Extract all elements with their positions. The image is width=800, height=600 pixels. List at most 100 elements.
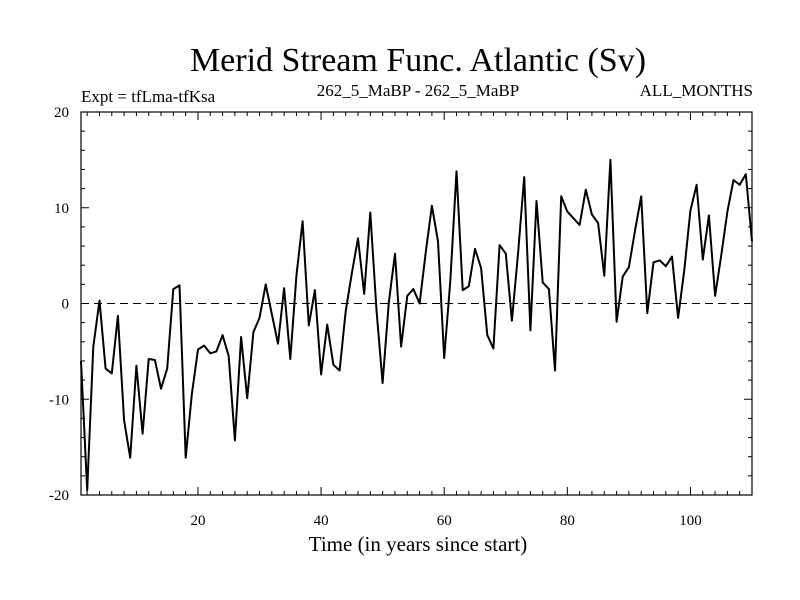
data-point — [492, 347, 495, 350]
data-point — [499, 244, 501, 246]
data-point — [388, 301, 390, 304]
data-point — [443, 357, 445, 359]
data-point — [191, 393, 193, 396]
y-tick-label: 0 — [62, 297, 70, 313]
data-point — [314, 289, 316, 291]
data-point — [548, 288, 550, 290]
data-point — [640, 195, 642, 197]
data-point — [566, 210, 568, 213]
data-point — [289, 358, 291, 360]
data-point — [295, 274, 298, 276]
data-point — [418, 302, 421, 305]
data-point — [92, 345, 94, 348]
data-point — [708, 214, 710, 217]
data-point — [659, 259, 661, 262]
chart-title: Merid Stream Func. Atlantic (Sv) — [190, 42, 646, 79]
data-point — [634, 230, 636, 232]
x-tick-label: 80 — [560, 513, 575, 529]
data-point — [129, 457, 131, 459]
data-point — [591, 213, 593, 216]
data-point — [98, 300, 101, 302]
data-point — [203, 345, 205, 347]
data-point — [732, 179, 735, 181]
data-point — [277, 343, 279, 345]
data-point — [246, 397, 248, 399]
data-point — [283, 287, 285, 289]
data-point — [695, 184, 698, 186]
data-point — [505, 253, 507, 255]
data-point — [462, 289, 464, 291]
data-point — [720, 255, 722, 257]
data-point — [665, 265, 667, 267]
data-point — [486, 334, 488, 336]
data-point — [455, 170, 458, 172]
data-point — [154, 359, 156, 361]
data-point — [271, 313, 273, 315]
data-point — [148, 358, 150, 360]
data-point — [215, 350, 218, 352]
data-point — [449, 278, 451, 281]
data-point — [302, 220, 304, 222]
data-point — [535, 200, 538, 202]
data-point — [689, 210, 692, 212]
data-point — [363, 293, 365, 295]
y-tick-label: -20 — [49, 488, 69, 504]
data-point — [406, 295, 408, 297]
data-point — [523, 176, 525, 178]
data-point — [622, 276, 624, 278]
data-point — [351, 272, 353, 274]
data-point — [252, 331, 254, 333]
x-tick-label: 40 — [314, 513, 329, 529]
data-point — [511, 320, 513, 322]
x-axis-label: Time (in years since start) — [309, 532, 528, 556]
data-point — [628, 266, 630, 268]
data-point — [123, 419, 125, 421]
months-label: ALL_MONTHS — [640, 81, 753, 100]
data-point — [529, 329, 531, 331]
data-point — [345, 310, 347, 312]
data-point — [185, 457, 187, 459]
data-point — [135, 365, 138, 367]
data-point — [597, 222, 599, 224]
data-point — [166, 368, 168, 370]
data-point — [652, 261, 655, 263]
data-point — [554, 369, 556, 372]
data-point — [714, 295, 716, 297]
data-point — [209, 352, 211, 354]
data-point — [308, 324, 310, 327]
y-tick-label: 10 — [54, 201, 69, 217]
data-point — [739, 184, 741, 186]
data-point — [425, 252, 427, 254]
data-point — [560, 195, 562, 197]
data-point — [326, 323, 328, 326]
data-point — [178, 284, 181, 286]
data-point — [382, 382, 384, 384]
data-point — [357, 237, 359, 239]
data-point — [320, 373, 322, 375]
data-point — [603, 275, 605, 277]
data-point — [265, 283, 267, 285]
plot-frame — [80, 111, 753, 496]
data-point — [228, 355, 230, 357]
data-point — [702, 258, 704, 261]
y-tick-label: 20 — [54, 105, 69, 121]
data-point — [111, 372, 113, 374]
data-point — [400, 345, 402, 348]
data-point — [726, 210, 728, 213]
data-point — [683, 269, 685, 271]
data-point — [394, 253, 396, 255]
data-point — [234, 439, 236, 442]
y-tick-label: -10 — [49, 392, 69, 408]
data-point — [197, 348, 199, 351]
data-point — [579, 224, 581, 226]
data-point — [332, 364, 334, 366]
data-point — [468, 285, 470, 287]
data-point — [677, 317, 679, 319]
data-point — [437, 240, 439, 242]
data-point — [412, 288, 415, 290]
data-point — [172, 288, 174, 290]
data-point — [258, 317, 261, 319]
data-point — [745, 173, 747, 175]
data-point — [375, 309, 378, 311]
